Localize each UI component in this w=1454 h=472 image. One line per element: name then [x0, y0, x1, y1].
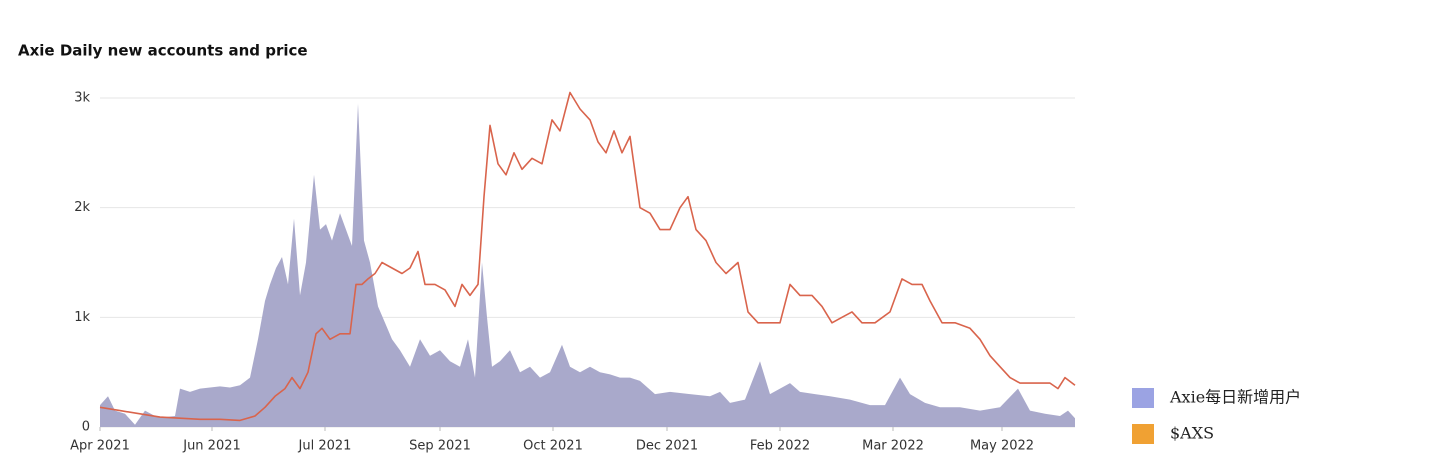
x-tick-label: Feb 2022 — [750, 439, 810, 454]
x-tick-label: Jun 2021 — [182, 439, 241, 454]
legend-swatch — [1132, 424, 1154, 444]
y-tick-label: 3k — [74, 91, 90, 106]
legend-label: $AXS — [1170, 424, 1214, 443]
legend-swatch — [1132, 388, 1154, 408]
x-tick-label: Sep 2021 — [409, 439, 471, 454]
x-tick-label: May 2022 — [970, 439, 1034, 454]
y-tick-label: 2k — [74, 200, 90, 215]
x-tick-label: Apr 2021 — [70, 439, 130, 454]
x-tick-label: Dec 2021 — [636, 439, 698, 454]
y-tick-label: 1k — [74, 310, 90, 325]
x-tick-label: Jul 2021 — [298, 439, 352, 454]
line — [99, 91, 1076, 422]
chart-title: Axie Daily new accounts and price — [18, 42, 308, 60]
x-tick-label: Mar 2022 — [862, 439, 924, 454]
area — [100, 103, 1075, 427]
x-tick-label: Oct 2021 — [523, 439, 583, 454]
legend-label: Axie每日新增用户 — [1169, 388, 1301, 407]
y-tick-label: 0 — [82, 420, 90, 435]
